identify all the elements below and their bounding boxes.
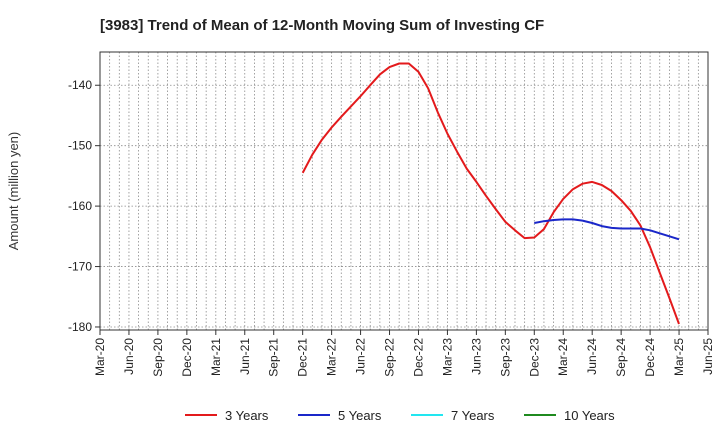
legend-label: 5 Years bbox=[338, 408, 382, 423]
x-tick-label: Mar-22 bbox=[325, 338, 339, 376]
x-tick-label: Sep-24 bbox=[614, 338, 628, 377]
plot-area bbox=[100, 52, 708, 330]
x-tick-label: Mar-20 bbox=[93, 338, 107, 376]
grid-lines bbox=[100, 52, 708, 330]
x-tick-label: Jun-20 bbox=[122, 338, 136, 375]
legend-label: 10 Years bbox=[564, 408, 615, 423]
x-tick-label: Jun-23 bbox=[469, 338, 483, 375]
series-lines bbox=[301, 62, 680, 325]
chart-title: [3983] Trend of Mean of 12-Month Moving … bbox=[100, 17, 544, 34]
x-tick-label: Jun-24 bbox=[585, 338, 599, 375]
legend: 3 Years 5 Years 7 Years 10 Years bbox=[185, 408, 615, 423]
series-line-5-years bbox=[534, 218, 680, 241]
x-tick-label: Sep-22 bbox=[383, 338, 397, 377]
y-axis-label: Amount (million yen) bbox=[6, 132, 21, 251]
x-tick-label: Dec-22 bbox=[411, 338, 425, 377]
x-tick-label: Sep-20 bbox=[151, 338, 165, 377]
x-tick-label: Dec-23 bbox=[527, 338, 541, 377]
y-tick-label: -150 bbox=[68, 139, 92, 153]
y-tick-label: -140 bbox=[68, 78, 92, 92]
x-tick-label: Mar-21 bbox=[209, 338, 223, 376]
plot-background bbox=[100, 52, 708, 330]
y-tick-label: -170 bbox=[68, 260, 92, 274]
plot-frame bbox=[99, 51, 709, 331]
x-tick-label: Dec-21 bbox=[296, 338, 310, 377]
x-tick-labels: Mar-20 Jun-20 Sep-20 Dec-20 Mar-21 Jun-21 Sep-… bbox=[93, 338, 715, 377]
x-tick-label: Jun-21 bbox=[238, 338, 252, 375]
x-tick-label: Jun-22 bbox=[354, 338, 368, 375]
x-tick-label: Jun-25 bbox=[701, 338, 715, 375]
x-tick-label: Mar-25 bbox=[672, 338, 686, 376]
y-tick-label: -160 bbox=[68, 199, 92, 213]
x-tick-label: Sep-23 bbox=[498, 338, 512, 377]
axes bbox=[95, 51, 709, 335]
x-tick-label: Sep-21 bbox=[267, 338, 281, 377]
y-tick-label: -180 bbox=[68, 320, 92, 334]
legend-label: 3 Years bbox=[225, 408, 269, 423]
legend-label: 7 Years bbox=[451, 408, 495, 423]
x-tick-label: Mar-23 bbox=[440, 338, 454, 376]
series-line-3-years bbox=[301, 62, 680, 325]
y-tick-labels: -140 -150 -160 -170 -180 bbox=[68, 78, 92, 334]
x-tick-label: Dec-24 bbox=[643, 338, 657, 377]
x-tick-label: Dec-20 bbox=[180, 338, 194, 377]
x-tick-label: Mar-24 bbox=[556, 338, 570, 376]
